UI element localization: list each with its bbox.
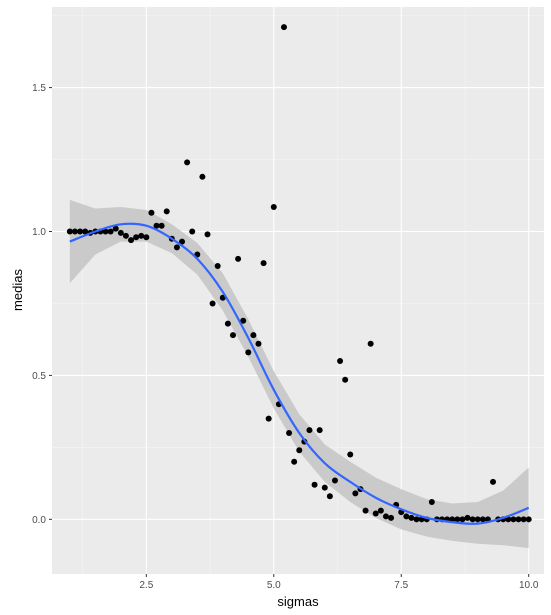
data-point [337, 358, 344, 365]
data-point [413, 516, 420, 523]
data-point [520, 516, 527, 523]
data-point [311, 481, 318, 488]
y-tick-label: 1.0 [32, 227, 46, 238]
data-point [179, 238, 186, 245]
data-point [255, 340, 262, 347]
data-point [296, 447, 303, 454]
data-point [280, 24, 287, 31]
data-point [143, 234, 150, 241]
data-point [240, 317, 247, 324]
x-tick-label: 2.5 [139, 580, 153, 591]
data-point [153, 222, 160, 229]
data-point [158, 222, 165, 229]
data-point [250, 332, 257, 339]
y-tick-label: 1.5 [32, 83, 46, 94]
data-point [122, 232, 129, 239]
data-point [291, 458, 298, 465]
data-point [133, 234, 140, 241]
data-point [479, 516, 486, 523]
data-point [82, 228, 89, 235]
data-point [245, 349, 252, 356]
data-point [204, 231, 211, 238]
data-point [229, 332, 236, 339]
data-point [352, 490, 359, 497]
data-point [286, 429, 293, 436]
data-point [449, 516, 456, 523]
data-point [464, 514, 471, 521]
data-point [388, 514, 395, 521]
data-point [403, 513, 410, 520]
data-point [372, 510, 379, 517]
data-point [342, 376, 349, 383]
data-point [112, 225, 119, 232]
data-point [510, 516, 517, 523]
smooth-line [69, 222, 530, 525]
data-point [326, 493, 333, 500]
data-point [189, 228, 196, 235]
data-point [270, 204, 277, 211]
data-point [265, 415, 272, 422]
data-point [382, 513, 389, 520]
data-point [316, 427, 323, 434]
data-point [173, 244, 180, 251]
data-point [128, 237, 135, 244]
data-point [408, 514, 415, 521]
data-point [321, 484, 328, 491]
data-point [209, 300, 216, 307]
data-point [77, 228, 84, 235]
data-point [199, 173, 206, 180]
x-tick-label: 7.5 [394, 580, 408, 591]
data-point [525, 516, 532, 523]
data-point [362, 507, 369, 514]
data-point [71, 228, 78, 235]
plot-panel [52, 7, 544, 574]
data-point [469, 516, 476, 523]
data-point [474, 516, 481, 523]
data-point [428, 499, 435, 506]
data-point [515, 516, 522, 523]
data-point [331, 477, 338, 484]
data-point [224, 320, 231, 327]
data-point [138, 232, 145, 239]
data-point [214, 263, 221, 270]
y-tick-label: 0.5 [32, 371, 46, 382]
data-point [459, 516, 466, 523]
data-point [260, 260, 267, 267]
y-axis-title: medias [10, 269, 25, 311]
data-point [306, 427, 313, 434]
data-point [107, 228, 114, 235]
y-axis-ticks: 0.0 0.5 1.0 1.5 [32, 83, 52, 526]
data-point [148, 209, 155, 216]
data-point [117, 229, 124, 236]
data-point [490, 478, 497, 485]
y-tick-label: 0.0 [32, 515, 46, 526]
data-point [347, 451, 354, 458]
data-point [163, 208, 170, 215]
x-axis-title: sigmas [277, 594, 319, 609]
data-point [184, 159, 191, 166]
x-tick-label: 10.0 [519, 580, 539, 591]
data-point [235, 255, 242, 262]
x-axis-ticks: 2.5 5.0 7.5 10.0 [139, 574, 539, 591]
data-point [454, 516, 461, 523]
confidence-band [69, 199, 529, 549]
data-point [367, 340, 374, 347]
data-point [66, 228, 73, 235]
data-point [377, 507, 384, 514]
x-tick-label: 5.0 [267, 580, 281, 591]
data-point [102, 228, 109, 235]
